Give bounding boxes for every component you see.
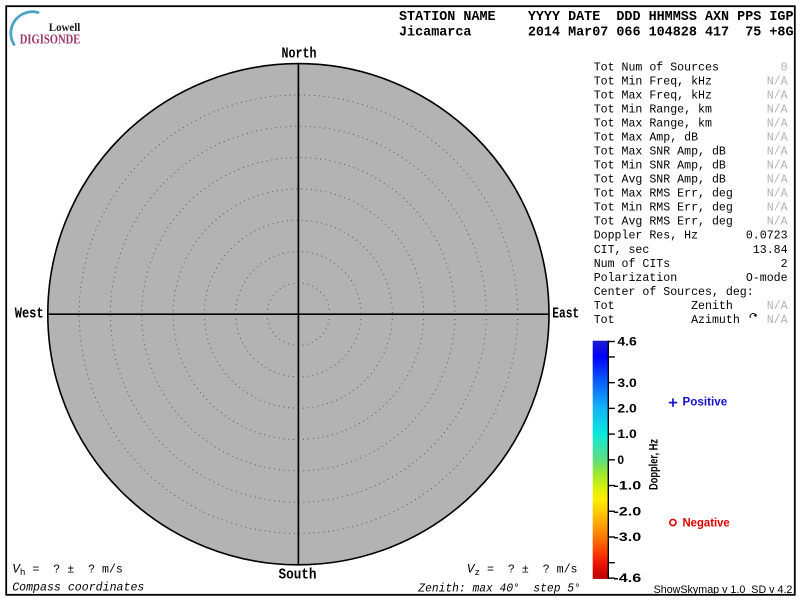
svg-text:1.0: 1.0 (617, 427, 637, 441)
svg-text:2: 2 (781, 258, 788, 271)
svg-text:Num of CITs: Num of CITs (594, 258, 671, 271)
svg-text:East: East (552, 307, 579, 323)
svg-text:-1.0: -1.0 (613, 479, 641, 493)
svg-text:Jicamarca 2014 Mar07 066: Jicamarca 2014 Mar07 066 104828 417 75 +… (399, 25, 794, 40)
svg-text:Tot Azimuth: Tot Azimuth (594, 314, 740, 327)
svg-text:Tot Max Amp, dB: Tot Max Amp, dB (594, 132, 698, 145)
svg-text:Vz = ? ± ? m/s: Vz = ? ± ? m/s (467, 561, 578, 578)
svg-text:Polarization: Polarization (594, 272, 678, 285)
svg-text:Vh = ? ± ? m/s: Vh = ? ± ? m/s (12, 561, 123, 578)
svg-text:Tot Zenith: Tot Zenith (594, 300, 733, 313)
svg-text:Tot Min SNR Amp, dB: Tot Min SNR Amp, dB (594, 160, 726, 173)
svg-text:N/A: N/A (767, 174, 788, 187)
svg-text:0: 0 (781, 62, 788, 75)
svg-text:N/A: N/A (767, 146, 788, 159)
svg-text:-4.6: -4.6 (613, 571, 641, 585)
svg-text:West: West (15, 307, 44, 323)
svg-text:DIGISONDE: DIGISONDE (20, 31, 81, 46)
svg-text:Compass coordinates: Compass coordinates (12, 582, 144, 595)
svg-text:Center of Sources, deg:: Center of Sources, deg: (594, 286, 754, 299)
svg-text:CIT, sec: CIT, sec (594, 244, 650, 257)
svg-text:Zenith: max 40° step 5°: Zenith: max 40° step 5° (417, 582, 580, 595)
svg-text:Tot Num of Sources: Tot Num of Sources (594, 62, 719, 75)
svg-text:ShowSkymap v 1.0 SD v 4.2: ShowSkymap v 1.0 SD v 4.2 (654, 584, 793, 596)
svg-text:N/A: N/A (767, 104, 788, 117)
svg-text:N/A: N/A (767, 132, 788, 145)
svg-text:N/A: N/A (767, 314, 788, 327)
svg-text:Tot Min RMS Err, deg: Tot Min RMS Err, deg (594, 202, 733, 215)
svg-text:Positive: Positive (683, 397, 728, 409)
svg-text:N/A: N/A (767, 202, 788, 215)
svg-text:Tot Max SNR Amp, dB: Tot Max SNR Amp, dB (594, 146, 726, 159)
svg-text:North: North (282, 47, 317, 63)
svg-text:N/A: N/A (767, 216, 788, 229)
svg-text:Tot Min Range, km: Tot Min Range, km (594, 104, 712, 117)
svg-text:N/A: N/A (767, 118, 788, 131)
svg-text:13.84: 13.84 (753, 244, 788, 257)
svg-text:-3.0: -3.0 (613, 530, 641, 544)
svg-text:Tot Max RMS Err, deg: Tot Max RMS Err, deg (594, 188, 733, 201)
svg-text:Tot Avg SNR Amp, dB: Tot Avg SNR Amp, dB (594, 174, 726, 187)
svg-text:Tot Max Freq, kHz: Tot Max Freq, kHz (594, 90, 712, 103)
svg-text:Negative: Negative (683, 517, 730, 529)
svg-text:N/A: N/A (767, 90, 788, 103)
svg-text:Doppler, Hz: Doppler, Hz (648, 439, 660, 490)
svg-text:Tot Min Freq, kHz: Tot Min Freq, kHz (594, 76, 712, 89)
svg-text:N/A: N/A (767, 300, 788, 313)
svg-text:Tot Avg RMS Err, deg: Tot Avg RMS Err, deg (594, 216, 733, 229)
svg-text:N/A: N/A (767, 160, 788, 173)
svg-text:3.0: 3.0 (617, 376, 637, 390)
svg-text:0: 0 (617, 453, 624, 467)
svg-text:N/A: N/A (767, 76, 788, 89)
svg-text:4.6: 4.6 (617, 335, 637, 349)
svg-text:STATION NAME YYYY DATE DDD: STATION NAME YYYY DATE DDD HHMMSS AXN PP… (399, 10, 794, 25)
svg-text:South: South (279, 568, 317, 584)
svg-text:0.0723: 0.0723 (746, 230, 788, 243)
svg-text:Tot Max Range, km: Tot Max Range, km (594, 118, 712, 131)
svg-text:O-mode: O-mode (746, 272, 788, 285)
svg-text:Lowell: Lowell (49, 20, 81, 34)
svg-text:-2.0: -2.0 (613, 504, 641, 518)
svg-text:2.0: 2.0 (617, 401, 637, 415)
svg-text:Doppler Res, Hz: Doppler Res, Hz (594, 230, 698, 243)
svg-text:N/A: N/A (767, 188, 788, 201)
